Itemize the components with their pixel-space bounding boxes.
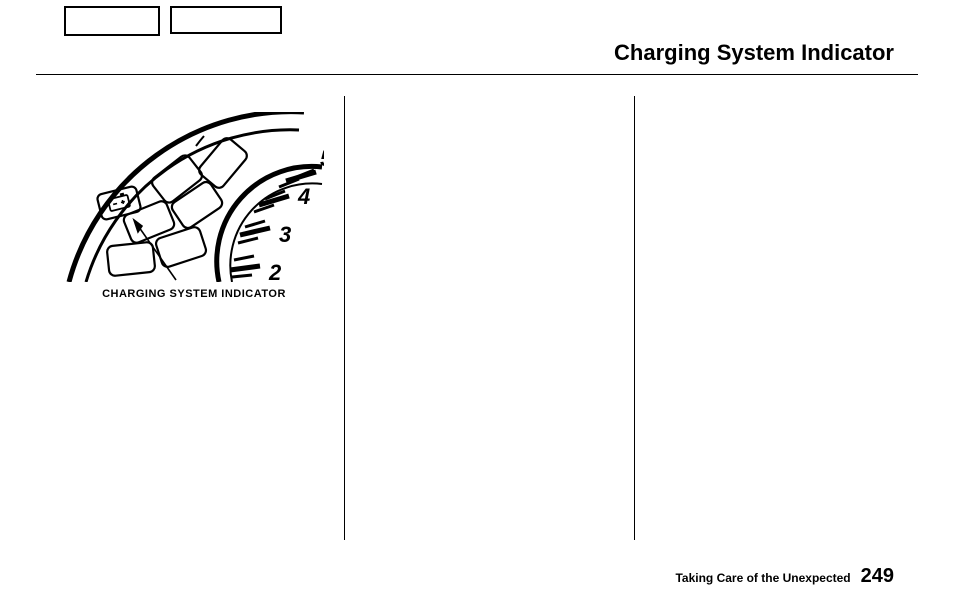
nav-box-right[interactable] xyxy=(170,6,282,34)
page-footer: Taking Care of the Unexpected 249 xyxy=(675,565,894,588)
title-divider xyxy=(36,74,918,75)
gauge-number: 3 xyxy=(279,222,291,247)
footer-section-label: Taking Care of the Unexpected xyxy=(675,571,850,585)
footer-page-number: 249 xyxy=(861,565,894,588)
column-divider xyxy=(344,96,345,540)
gauge-figure: 5 4 3 2 xyxy=(64,112,324,300)
gauge-number: 4 xyxy=(297,184,310,209)
column-divider xyxy=(634,96,635,540)
dashboard-gauge-icon: 5 4 3 2 xyxy=(64,112,324,282)
content-columns: 5 4 3 2 xyxy=(36,96,918,540)
nav-box-left[interactable] xyxy=(64,6,160,36)
column-2 xyxy=(351,96,628,540)
column-3 xyxy=(641,96,918,540)
page-title: Charging System Indicator xyxy=(614,40,894,66)
gauge-number: 5 xyxy=(320,146,324,171)
gauge-number: 2 xyxy=(268,260,282,282)
column-1: 5 4 3 2 xyxy=(36,96,338,540)
figure-caption: CHARGING SYSTEM INDICATOR xyxy=(64,288,324,300)
